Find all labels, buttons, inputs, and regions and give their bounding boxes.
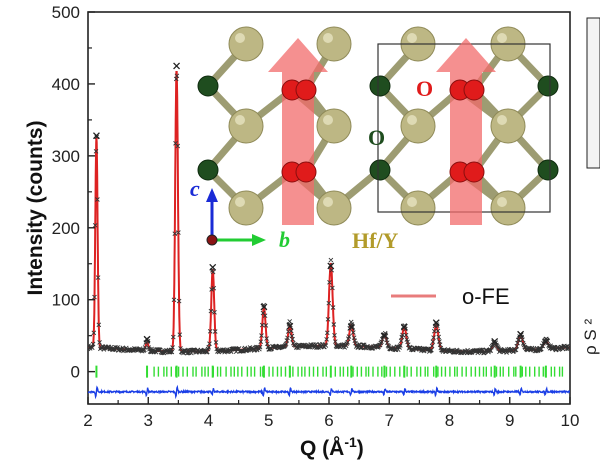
y-tick-label-0: 0 — [71, 363, 80, 382]
o-bond-atom-4 — [537, 75, 559, 97]
x-tick-label-6: 6 — [324, 411, 333, 430]
observed-peak-marker-8 — [380, 332, 388, 340]
hf-atom-9 — [316, 190, 352, 226]
x-tick-label-2: 2 — [83, 411, 92, 430]
hf-atom-11 — [490, 190, 526, 226]
o-bond-atom-0 — [197, 75, 219, 97]
x-tick-label-4: 4 — [204, 411, 213, 430]
axis-b-arrowhead — [252, 234, 266, 246]
x-tick-label-10: 10 — [561, 411, 580, 430]
label-hf-y: Hf/Y — [352, 228, 399, 253]
o-bond-atom-5 — [537, 159, 559, 181]
hf-atom-highlight-11 — [497, 197, 507, 207]
hf-atom-highlight-7 — [497, 115, 507, 125]
y-tick-label-300: 300 — [52, 147, 80, 166]
legend-label: o-FE — [462, 284, 510, 309]
hf-atom-8 — [228, 190, 264, 226]
hf-atom-highlight-9 — [323, 197, 333, 207]
x-tick-label-8: 8 — [445, 411, 454, 430]
observed-peak-marker-12 — [517, 330, 525, 338]
y-axis: 0 100 200 300 400 500 — [52, 3, 95, 382]
x-tick-label-5: 5 — [264, 411, 273, 430]
hf-atom-highlight-5 — [323, 115, 333, 125]
o-bond-atom-2 — [369, 75, 391, 97]
observed-peak-marker-13 — [542, 337, 550, 345]
observed-peak-marker-2 — [173, 62, 181, 70]
axis-origin — [206, 234, 218, 246]
observed-peak-marker-3 — [209, 263, 217, 271]
observed-peak-marker-4 — [260, 303, 268, 311]
legend: o-FE — [391, 284, 510, 309]
hf-atom-4 — [228, 108, 264, 144]
o-bond-atom-3 — [369, 159, 391, 181]
observed-markers — [88, 73, 570, 356]
hf-atom-highlight-6 — [407, 115, 417, 125]
hf-atom-10 — [400, 190, 436, 226]
label-axis-b: b — [279, 227, 290, 252]
observed-peak-marker-7 — [347, 323, 355, 331]
hf-atom-highlight-0 — [235, 33, 245, 43]
x-axis-title: Q (Å-1) — [300, 434, 364, 460]
observed-peak-marker-5 — [286, 322, 294, 330]
plot-area — [88, 62, 570, 400]
hf-atom-5 — [316, 108, 352, 144]
neighbor-fragment-text: ρ S ² — [581, 319, 600, 355]
hf-atom-highlight-4 — [235, 115, 245, 125]
x-tick-label-9: 9 — [505, 411, 514, 430]
hf-atom-highlight-1 — [323, 33, 333, 43]
hf-atom-7 — [490, 108, 526, 144]
hf-atom-highlight-10 — [407, 197, 417, 207]
label-axis-c: c — [190, 176, 200, 201]
y-tick-label-100: 100 — [52, 291, 80, 310]
hf-atom-highlight-3 — [497, 33, 507, 43]
y-tick-label-400: 400 — [52, 75, 80, 94]
observed-peak-marker-0 — [92, 132, 100, 140]
atoms — [197, 26, 559, 226]
polarization-arrow-right — [436, 38, 496, 225]
x-tick-label-3: 3 — [144, 411, 153, 430]
x-axis: 2 3 4 5 6 7 8 9 10 — [83, 397, 579, 430]
hf-atom-highlight-8 — [235, 197, 245, 207]
y-axis-title: Intensity (counts) — [24, 120, 47, 295]
bonds — [204, 40, 552, 212]
hf-atom-highlight-2 — [407, 33, 417, 43]
o-atom-3 — [295, 161, 317, 183]
hf-atom-6 — [400, 108, 436, 144]
observed-peak-marker-6 — [327, 262, 335, 270]
oxygen-atoms — [281, 79, 485, 183]
label-o-red: O — [416, 76, 433, 101]
difference-curve — [88, 384, 570, 400]
observed-peak-marker-11 — [491, 337, 499, 345]
neighbor-panel-fragment: ρ S ² — [581, 17, 600, 355]
observed-peak-marker-1 — [143, 335, 151, 343]
y-tick-label-500: 500 — [52, 3, 80, 22]
o-atom-7 — [463, 161, 485, 183]
label-o-green: O — [368, 125, 385, 150]
bond-lines — [204, 40, 552, 212]
bragg-ticks — [95, 365, 564, 378]
observed-peak-marker-9 — [400, 323, 408, 331]
y-tick-label-200: 200 — [52, 219, 80, 238]
observed-points — [88, 62, 570, 356]
crystal-structure-inset: O O Hf/Y c b — [190, 26, 559, 253]
o-atom-1 — [295, 79, 317, 101]
observed-peak-marker-10 — [432, 319, 440, 327]
x-tick-label-7: 7 — [385, 411, 394, 430]
o-bond-atom-1 — [197, 159, 219, 181]
crystal-axes: c b — [190, 176, 290, 252]
hf-atom-0 — [228, 26, 264, 62]
o-atom-5 — [463, 79, 485, 101]
hf-atom-1 — [316, 26, 352, 62]
axis-c-arrowhead — [206, 188, 218, 202]
bragg-tick-dense — [153, 366, 564, 377]
